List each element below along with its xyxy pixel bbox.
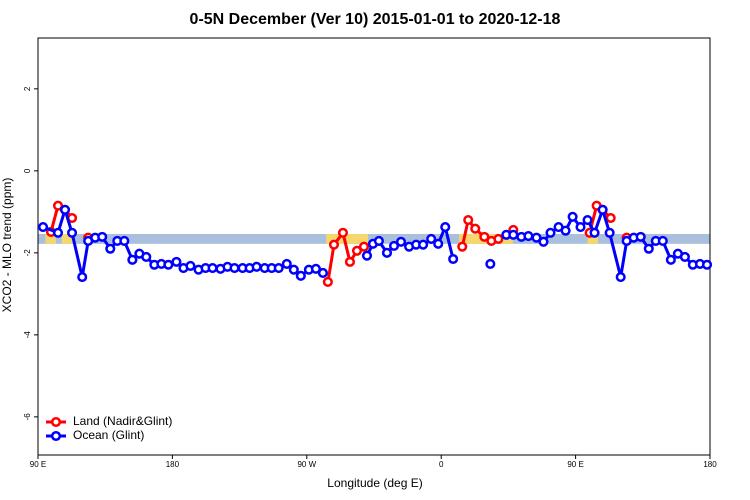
- y-tick-label: 2: [23, 86, 32, 91]
- legend-label: Land (Nadir&Glint): [73, 414, 172, 428]
- data-point: [310, 263, 321, 274]
- y-tick-label: -2: [23, 249, 32, 257]
- data-point: [679, 251, 690, 263]
- data-point: [440, 221, 451, 233]
- data-point: [493, 233, 504, 244]
- data-point: [560, 225, 571, 236]
- data-point: [361, 250, 373, 261]
- data-point: [463, 215, 474, 226]
- x-tick-label: 90 E: [30, 460, 46, 469]
- data-point: [485, 258, 496, 269]
- data-point: [615, 271, 626, 283]
- data-point: [582, 215, 593, 226]
- data-point: [597, 204, 608, 215]
- data-point: [418, 239, 429, 250]
- x-tick-label: 90 E: [567, 460, 583, 469]
- data-point: [97, 231, 108, 242]
- data-point: [171, 256, 182, 267]
- data-point: [344, 256, 356, 267]
- data-point: [523, 230, 534, 242]
- data-point: [665, 254, 676, 265]
- x-tick-label: 0: [439, 460, 444, 469]
- data-point: [531, 232, 542, 243]
- data-point: [105, 243, 116, 254]
- data-point: [701, 259, 713, 270]
- land-span: [45, 233, 56, 244]
- data-point: [295, 270, 306, 281]
- data-point: [508, 229, 519, 240]
- data-point: [605, 212, 616, 224]
- y-tick-label: -6: [23, 413, 32, 421]
- data-point: [127, 254, 138, 265]
- land-span: [326, 233, 369, 244]
- data-point: [657, 235, 668, 247]
- data-point: [479, 231, 490, 242]
- data-point: [317, 267, 328, 278]
- data-point: [381, 247, 393, 258]
- y-tick-label: -4: [23, 331, 32, 339]
- data-point: [141, 251, 152, 263]
- land-span: [61, 233, 73, 244]
- data-point: [589, 227, 600, 238]
- data-point: [538, 236, 549, 247]
- chart-title: 0-5N December (Ver 10) 2015-01-01 to 202…: [190, 11, 561, 28]
- data-point: [251, 261, 262, 272]
- data-point: [52, 227, 64, 238]
- x-axis-label: Longitude (deg E): [327, 476, 422, 490]
- data-point: [163, 259, 174, 270]
- data-point: [358, 241, 370, 252]
- legend-label: Ocean (Glint): [73, 428, 144, 442]
- data-point: [66, 227, 78, 238]
- data-point: [575, 221, 586, 233]
- x-tick-label: 180: [703, 460, 717, 469]
- data-point: [604, 227, 615, 238]
- data-point: [635, 231, 646, 242]
- legend-marker: [50, 430, 62, 442]
- data-point: [433, 238, 444, 249]
- data-point: [373, 235, 384, 247]
- data-point: [545, 227, 556, 238]
- x-tick-label: 180: [166, 460, 180, 469]
- data-point: [388, 240, 400, 251]
- data-point: [567, 211, 578, 222]
- data-point: [207, 262, 218, 274]
- data-point: [426, 233, 437, 244]
- data-point: [328, 239, 340, 250]
- x-tick-label: 90 W: [297, 460, 316, 469]
- data-point: [273, 262, 284, 274]
- data-point: [119, 235, 130, 247]
- y-axis-label: XCO2 - MLO trend (ppm): [0, 178, 14, 313]
- data-point: [322, 276, 333, 288]
- data-point: [457, 241, 468, 252]
- legend-marker: [50, 416, 62, 428]
- data-point: [52, 200, 64, 211]
- data-point: [395, 236, 407, 247]
- data-point: [337, 227, 348, 238]
- data-point: [59, 204, 71, 215]
- data-point: [643, 243, 654, 254]
- y-tick-label: 0: [23, 168, 32, 173]
- data-point: [38, 221, 49, 233]
- data-point: [185, 260, 196, 272]
- plot-frame: [37, 37, 711, 456]
- data-point: [281, 258, 292, 269]
- data-point: [288, 264, 299, 275]
- land-span: [587, 233, 598, 244]
- data-point: [448, 253, 459, 265]
- data-point: [351, 245, 363, 256]
- data-point: [229, 262, 240, 274]
- data-point: [77, 271, 88, 283]
- data-point: [470, 223, 481, 234]
